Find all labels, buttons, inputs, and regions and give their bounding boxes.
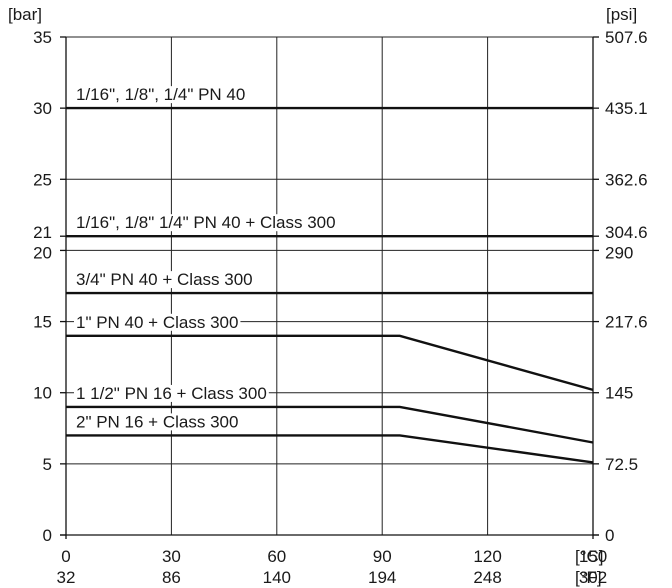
y-tick-label-right: 290 <box>605 243 633 262</box>
x-tick-label-celsius: 60 <box>267 547 286 566</box>
y-tick-label-left: 0 <box>43 526 52 545</box>
series-line <box>66 405 594 444</box>
y-tick-label-left: 35 <box>33 28 52 47</box>
axes <box>60 36 599 539</box>
y-tick-label-left: 30 <box>33 99 52 118</box>
x-tick-label-celsius: 30 <box>162 547 181 566</box>
y-tick-label-right: 0 <box>605 526 614 545</box>
series-label: 1/16", 1/8", 1/4" PN 40 <box>76 85 245 104</box>
y-tick-label-right: 145 <box>605 384 633 403</box>
y-tick-label-right: 217.6 <box>605 313 648 332</box>
series-label-background <box>74 384 269 402</box>
y-tick-label-left: 25 <box>33 170 52 189</box>
series-label: 1 1/2" PN 16 + Class 300 <box>76 384 267 403</box>
y-tick-label-right: 507.6 <box>605 28 648 47</box>
x-tick-label-celsius: 90 <box>373 547 392 566</box>
series-line <box>66 334 594 392</box>
y-tick-label-left: 20 <box>33 243 52 262</box>
x-tick-label-fahrenheit: 32 <box>57 568 76 587</box>
x-tick-label-fahrenheit: 140 <box>263 568 291 587</box>
series-line <box>66 434 594 464</box>
series-label: 3/4" PN 40 + Class 300 <box>76 270 253 289</box>
y-tick-label-left: 5 <box>43 455 52 474</box>
y-tick-label-left: 10 <box>33 384 52 403</box>
x-tick-label-celsius: 150 <box>579 547 607 566</box>
y-tick-label-right: 72.5 <box>605 455 638 474</box>
series-label-background <box>74 413 241 431</box>
series-label: 1" PN 40 + Class 300 <box>76 313 238 332</box>
x-tick-label-celsius: 0 <box>61 547 70 566</box>
series-label-background <box>74 313 241 331</box>
right-unit-label: [psi] <box>606 5 637 24</box>
y-tick-label-right: 435.1 <box>605 99 648 118</box>
left-unit-label: [bar] <box>8 5 42 24</box>
x-tick-label-fahrenheit: 86 <box>162 568 181 587</box>
x-tick-label-celsius: 120 <box>473 547 501 566</box>
x-tick-label-fahrenheit: 302 <box>579 568 607 587</box>
y-tick-label-left: 15 <box>33 313 52 332</box>
x-tick-label-fahrenheit: 248 <box>473 568 501 587</box>
x-tick-label-fahrenheit: 194 <box>368 568 396 587</box>
series-label-background <box>74 271 255 289</box>
y-tick-label-left: 21 <box>33 223 52 242</box>
y-tick-label-right: 304.6 <box>605 223 648 242</box>
x-unit-celsius: [°C] <box>575 547 604 566</box>
y-tick-label-right: 362.6 <box>605 170 648 189</box>
series-labels: 1/16", 1/8", 1/4" PN 40 1/16", 1/8" 1/4" … <box>74 85 338 431</box>
series-lines <box>66 106 594 464</box>
series-label-background <box>74 214 338 232</box>
series-label-background <box>74 86 248 104</box>
series-label: 1/16", 1/8" 1/4" PN 40 + Class 300 <box>76 213 336 232</box>
x-unit-fahrenheit: [°F] <box>575 568 602 587</box>
series-label: 2" PN 16 + Class 300 <box>76 412 238 431</box>
